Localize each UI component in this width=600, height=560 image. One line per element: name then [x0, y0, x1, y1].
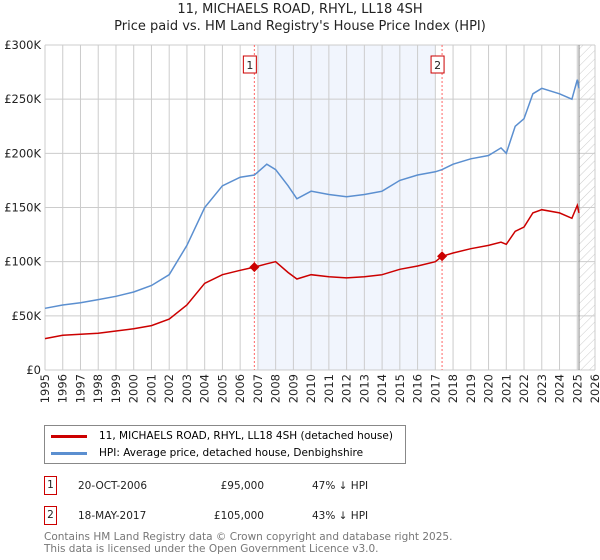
x-tick-label: 2024 — [553, 374, 567, 403]
transaction-number: 2 — [44, 506, 57, 525]
x-tick-label: 2018 — [446, 374, 460, 403]
x-tick-label: 2017 — [428, 374, 442, 403]
x-tick-label: 2005 — [215, 374, 229, 403]
legend-property-swatch — [51, 435, 87, 438]
x-tick-label: 2000 — [127, 374, 141, 403]
x-tick-label: 2012 — [340, 374, 354, 403]
transaction-hpi-diff: 47% ↓ HPI — [312, 480, 369, 492]
footer-licence: This data is licensed under the Open Gov… — [44, 543, 379, 555]
price-chart: 1995 1996 1997 1998 1999 2000 2001 2002 2003 2004… — [4, 38, 600, 403]
x-tick-label: 1997 — [73, 374, 87, 403]
y-tick-label: £300K — [4, 38, 41, 52]
x-tick-label: 2016 — [411, 374, 425, 403]
sale-label-box — [430, 55, 445, 74]
x-tick-label: 2007 — [251, 374, 265, 403]
y-tick-label: £250K — [4, 92, 41, 106]
chart-title: 11, MICHAELS ROAD, RHYL, LL18 4SH — [177, 2, 423, 17]
legend-property-label: 11, MICHAELS ROAD, RHYL, LL18 4SH (detac… — [99, 430, 393, 442]
y-tick-label: £50K — [12, 309, 42, 323]
legend-hpi-label: HPI: Average price, detached house, Denb… — [99, 447, 364, 459]
sale-point-marker — [437, 251, 448, 262]
x-tick-label: 2026 — [588, 374, 600, 403]
x-tick-label: 2014 — [375, 374, 389, 403]
x-tick-label: 1995 — [38, 374, 52, 403]
x-tick-label: 2009 — [286, 374, 300, 403]
transaction-date: 18-MAY-2017 — [78, 510, 147, 522]
sale-point-marker — [249, 262, 260, 273]
y-tick-label: £100K — [4, 255, 41, 269]
x-tick-label: 2021 — [499, 374, 513, 403]
legend: 11, MICHAELS ROAD, RHYL, LL18 4SH (detac… — [44, 425, 406, 464]
chart-subtitle: Price paid vs. HM Land Registry's House … — [114, 19, 486, 34]
transaction-number: 1 — [44, 476, 57, 495]
y-tick-label: £0 — [26, 363, 41, 377]
x-tick-label: 2001 — [144, 374, 158, 403]
y-tick-label: £200K — [4, 146, 41, 160]
x-tick-label: 2019 — [464, 374, 478, 403]
transaction-price: £95,000 — [220, 480, 264, 492]
legend-hpi-swatch — [51, 452, 87, 455]
x-tick-label: 2004 — [198, 374, 212, 403]
footer: Contains HM Land Registry data © Crown c… — [44, 531, 452, 555]
y-tick-label: £150K — [4, 201, 41, 215]
transaction-price: £105,000 — [213, 510, 264, 522]
sale-label: 2 — [434, 59, 441, 72]
x-tick-label: 2008 — [269, 374, 283, 403]
x-tick-label: 1998 — [91, 374, 105, 403]
x-tick-label: 2020 — [482, 374, 496, 403]
x-tick-label: 2002 — [162, 374, 176, 403]
x-tick-label: 2013 — [357, 374, 371, 403]
x-tick-label: 1999 — [109, 374, 123, 403]
sale-label: 1 — [246, 59, 253, 72]
x-tick-label: 2011 — [322, 374, 336, 403]
x-tick-label: 1996 — [56, 374, 70, 403]
x-tick-label: 2022 — [517, 374, 531, 403]
x-tick-label: 2025 — [570, 374, 584, 403]
x-tick-label: 2003 — [180, 374, 194, 403]
x-tick-label: 2006 — [233, 374, 247, 403]
transaction-hpi-diff: 43% ↓ HPI — [312, 510, 369, 522]
series-line — [44, 79, 580, 310]
x-tick-label: 2015 — [393, 374, 407, 403]
series-line — [44, 202, 580, 340]
transaction-date: 20-OCT-2006 — [78, 480, 147, 492]
sale-label-box — [242, 55, 257, 74]
footer-copyright: Contains HM Land Registry data © Crown c… — [44, 531, 453, 543]
x-tick-label: 2010 — [304, 374, 318, 403]
x-tick-label: 2023 — [535, 374, 549, 403]
